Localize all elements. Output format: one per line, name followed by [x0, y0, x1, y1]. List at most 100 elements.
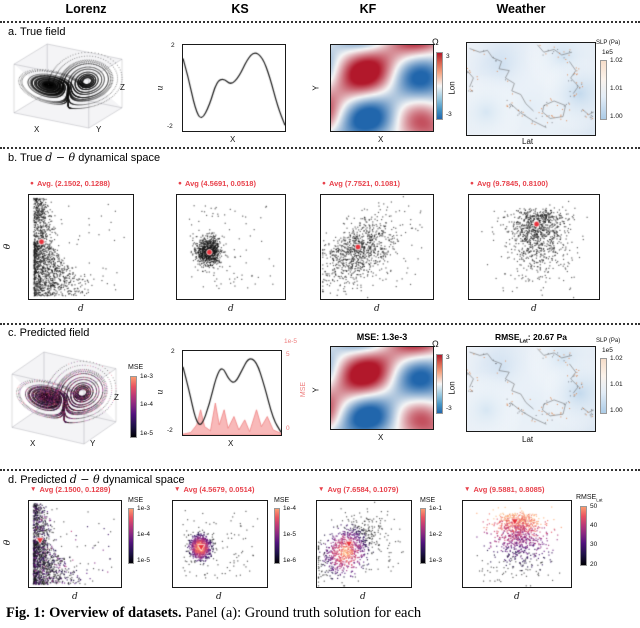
avg-legend: ▼ Avg (2.1500, 0.1289) [30, 486, 110, 494]
avg-legend-text: Avg (2.1500, 0.1289) [39, 485, 111, 494]
x-axis-label: Lat [522, 435, 534, 444]
z-axis-label: Z [120, 83, 125, 92]
omega-colorbar [436, 52, 443, 120]
avg-legend-text: Avg. (2.1502, 0.1288) [36, 179, 111, 188]
y-tick: 2 [171, 42, 175, 49]
panel-title: RMSELat: 20.67 Pa [466, 333, 596, 345]
avg-legend-text: Avg (9.7845, 0.8100) [476, 179, 548, 188]
d-axis-label: d [72, 592, 78, 602]
caption-text: Panel (a): Ground truth solution for eac… [181, 605, 422, 621]
z-axis-label: Z [114, 393, 119, 402]
avg-triangle-icon: ▼ [30, 485, 37, 493]
row-c-label: c. Predicted field [8, 327, 90, 339]
y-axis-label: Y [90, 439, 96, 448]
weather-true-dtheta-plot [468, 194, 600, 300]
colorbar-title: Ω [432, 339, 439, 349]
mse-axis-exp: 1e-5 [284, 338, 298, 345]
colorbar-tick: 30 [590, 541, 598, 548]
rmse-title-prefix: RMSE [494, 332, 520, 342]
col-header-ks: KS [231, 2, 249, 16]
avg-legend: ▼ Avg (9.5881, 0.8085) [464, 486, 544, 494]
row-b-label-prefix: b. True [8, 152, 46, 164]
ks-predicted-dtheta-plot [172, 500, 268, 588]
mse-colorbar [420, 508, 426, 564]
mse-colorbar [128, 508, 134, 564]
colorbar-tick: 1e-4 [137, 531, 151, 538]
avg-legend-text: Avg (4.5691, 0.0518) [184, 179, 256, 188]
avg-dot-icon: ● [470, 179, 474, 187]
rmse-cbar-prefix: RMSE [576, 494, 597, 501]
colorbar-title: MSE [128, 497, 144, 504]
y-tick: -2 [167, 427, 173, 434]
colorbar-tick: 1e-4 [283, 505, 297, 512]
separator [0, 147, 640, 149]
rmse-colorbar [580, 506, 587, 566]
y-axis-label: Y [96, 125, 102, 134]
rmse-title-suffix: : 20.67 Pa [527, 332, 568, 342]
separator [0, 469, 640, 471]
row-d-label-prefix: d. Predicted [8, 474, 70, 486]
row-a-label: a. True field [8, 26, 66, 38]
ks-true-field-plot [182, 44, 286, 132]
d-axis-label: d [228, 304, 234, 314]
colorbar-title: Ω [432, 37, 439, 47]
weather-predicted-dtheta-plot [462, 500, 572, 588]
y-tick: -2 [167, 123, 173, 130]
theta-axis-label: θ [3, 243, 14, 250]
row-d-label-math: d − θ [69, 473, 100, 486]
y-axis-label: Lon [447, 381, 457, 395]
col-header-kf: KF [359, 2, 377, 16]
colorbar-tick: 20 [590, 561, 598, 568]
avg-dot-icon: ● [30, 179, 34, 187]
avg-triangle-icon: ▼ [464, 485, 471, 493]
colorbar-tick: 1.01 [610, 381, 623, 388]
col-header-weather: Weather [496, 2, 546, 16]
lorenz-true-dtheta-plot [28, 194, 134, 300]
weather-predicted-field-plot [466, 346, 596, 432]
d-axis-label: d [374, 304, 380, 314]
d-axis-label: d [514, 592, 520, 602]
separator [0, 323, 640, 325]
colorbar-title: MSE [420, 497, 436, 504]
d-axis-label: d [78, 304, 84, 314]
avg-triangle-icon: ▼ [318, 485, 325, 493]
d-axis-label: d [216, 592, 222, 602]
x-axis-label: X [378, 433, 384, 442]
d-axis-label: d [360, 592, 366, 602]
row-d-label: d. Predicted d − θ dynamical space [8, 473, 185, 486]
colorbar-title: MSE [128, 364, 144, 371]
mse-axis-tick: 5 [286, 351, 290, 358]
avg-legend: ● Avg (9.7845, 0.8100) [470, 180, 548, 188]
colorbar-tick: 3 [446, 53, 450, 60]
avg-legend: ● Avg (4.5691, 0.0518) [178, 180, 256, 188]
row-b-label-math: d − θ [45, 151, 76, 164]
y-axis-label: Y [311, 387, 321, 393]
mse-colorbar [274, 508, 280, 564]
x-axis-label: X [378, 135, 384, 144]
colorbar-tick: 50 [590, 503, 598, 510]
avg-legend-text: Avg (4.5679, 0.0514) [183, 485, 255, 494]
colorbar-tick: 1e-5 [140, 430, 154, 437]
x-axis-label: X [34, 125, 40, 134]
colorbar-tick: -3 [446, 111, 452, 118]
slp-colorbar [600, 60, 607, 120]
row-b-label: b. True d − θ dynamical space [8, 151, 160, 164]
kf-true-field-plot [330, 44, 434, 132]
colorbar-title: MSE [274, 497, 290, 504]
colorbar-tick: 1e-2 [429, 531, 443, 538]
avg-legend: ● Avg. (2.1502, 0.1288) [30, 180, 110, 188]
colorbar-tick: 1e-1 [429, 505, 443, 512]
colorbar-tick: 1e-3 [429, 557, 443, 564]
x-axis-label: Lat [522, 137, 534, 146]
avg-legend: ● Avg (7.7521, 0.1081) [322, 180, 400, 188]
kf-predicted-dtheta-plot [316, 500, 412, 588]
colorbar-tick: 1e-4 [140, 401, 154, 408]
x-axis-label: X [230, 135, 236, 144]
x-axis-label: X [228, 439, 234, 448]
colorbar-tick: 1.00 [610, 407, 623, 414]
avg-legend-text: Avg (9.5881, 0.8085) [473, 485, 545, 494]
ks-predicted-field-plot [182, 350, 282, 436]
row-d-label-suffix: dynamical space [99, 474, 185, 486]
colorbar-tick: 1e-3 [140, 373, 154, 380]
ks-true-dtheta-plot [176, 194, 286, 300]
